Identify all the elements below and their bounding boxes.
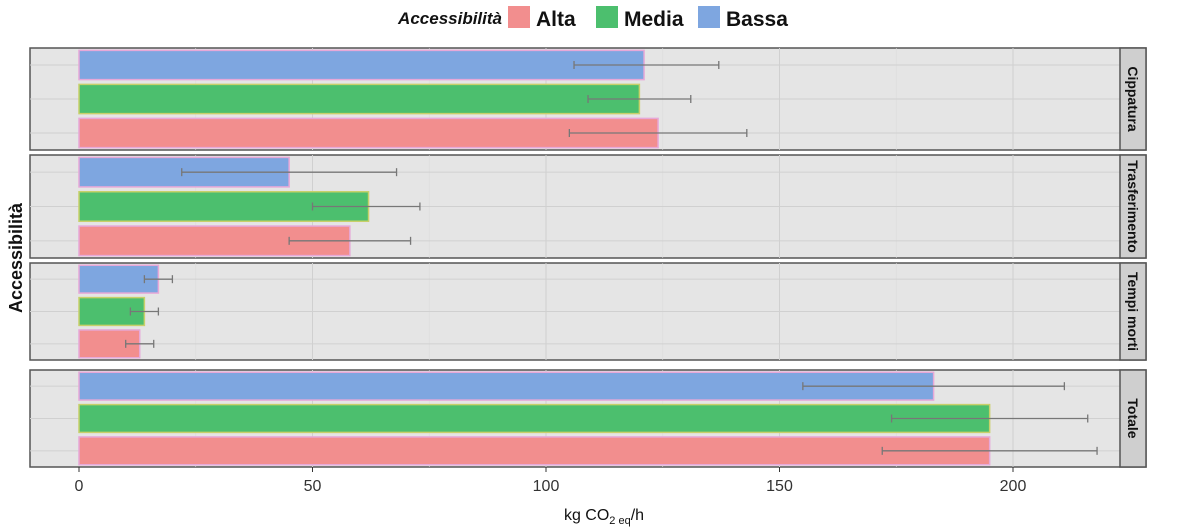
x-tick-label: 200 — [1000, 478, 1027, 495]
x-axis: 0 50 100 150 200 — [75, 467, 1027, 495]
facet-panels: Cippatura Trasferimento Tempi morti Totale — [29, 47, 1147, 468]
facet-strip — [1119, 154, 1147, 259]
error-bar — [288, 236, 412, 245]
error-bar — [125, 339, 155, 348]
error-bar — [143, 275, 174, 284]
legend-label-alta: Alta — [536, 8, 576, 31]
bar-alta — [78, 436, 991, 466]
facet-label: Cippatura — [1125, 66, 1141, 132]
error-bar — [129, 307, 160, 316]
y-axis-title: Accessibilità — [6, 202, 26, 313]
x-axis-title: kg CO2 eq/h — [564, 507, 644, 527]
legend-swatch-media — [596, 6, 618, 28]
legend-title: Accessibilità — [397, 9, 502, 28]
error-bar — [568, 129, 748, 137]
facet-panel: Cippatura — [29, 47, 1147, 151]
x-tick-label: 150 — [766, 478, 793, 495]
error-bar — [587, 95, 692, 103]
legend-label-bassa: Bassa — [726, 8, 788, 31]
x-tick-label: 100 — [533, 478, 560, 495]
facet-label: Trasferimento — [1125, 160, 1141, 253]
x-axis-title-sub: 2 eq — [609, 515, 630, 527]
legend-swatch-bassa — [698, 6, 720, 28]
x-axis-title-tail: /h — [631, 507, 644, 524]
facet-panel: Tempi morti — [29, 262, 1147, 361]
x-axis-title-main: kg CO — [564, 507, 609, 524]
bar-bassa — [78, 49, 645, 81]
legend-swatch-alta — [508, 6, 530, 28]
facet-label: Tempi morti — [1125, 272, 1141, 351]
bar-alta — [78, 117, 659, 149]
facet-strip — [1119, 262, 1147, 361]
error-bar — [181, 168, 398, 177]
error-bar — [881, 446, 1098, 455]
bar-bassa — [78, 371, 935, 401]
facet-strip — [1119, 369, 1147, 468]
facet-strip — [1119, 47, 1147, 151]
error-bar — [802, 382, 1066, 391]
bar-alta — [78, 225, 351, 257]
x-tick-label: 50 — [304, 478, 322, 495]
facet-label: Totale — [1125, 398, 1141, 438]
facet-panel: Trasferimento — [29, 154, 1147, 259]
facet-panel: Totale — [29, 369, 1147, 468]
legend-label-media: Media — [624, 8, 684, 31]
error-bar — [573, 61, 720, 69]
error-bar — [311, 202, 421, 211]
error-bar — [890, 414, 1089, 423]
x-tick-label: 0 — [75, 478, 84, 495]
bar-media — [78, 403, 991, 434]
bar-media — [78, 83, 641, 115]
legend: Accessibilità Alta Media Bassa — [397, 6, 788, 31]
